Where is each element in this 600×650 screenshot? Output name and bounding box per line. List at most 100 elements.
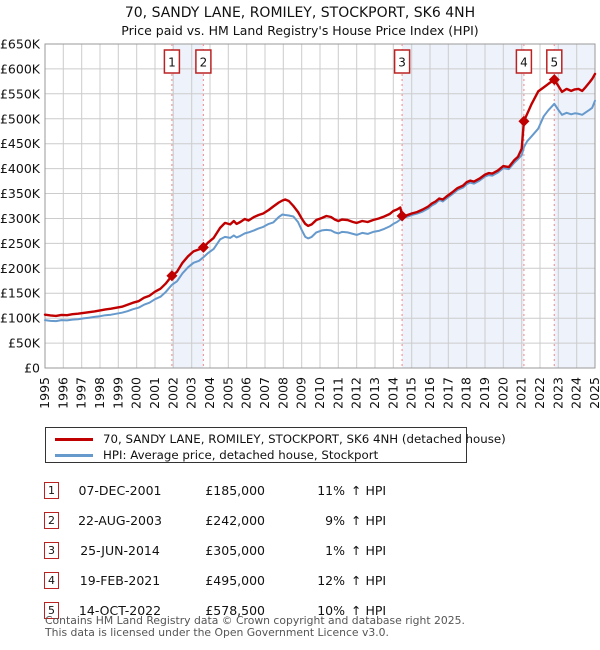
x-tick-label: 2000	[129, 377, 144, 409]
footer-line-2: This data is licensed under the Open Gov…	[45, 625, 389, 639]
sale-number-box	[163, 49, 181, 74]
sale-number-badge: 4	[44, 571, 59, 589]
legend-label-hpi: HPI: Average price, detached house, Stoc…	[103, 448, 379, 462]
x-tick-label: 2004	[202, 377, 217, 409]
x-tick-label: 2009	[294, 377, 309, 409]
x-tick-label: 1995	[37, 377, 52, 409]
chart-legend: 70, SANDY LANE, ROMILEY, STOCKPORT, SK6 …	[45, 427, 506, 463]
sale-marker	[396, 210, 408, 222]
sale-hpi-note: ↑ HPI	[351, 572, 387, 588]
table-row: 4 19-FEB-2021 £495,000 12% ↑ HPI	[44, 565, 386, 595]
y-tick-label: £350K	[0, 186, 41, 201]
sale-price: £185,000	[205, 482, 265, 498]
x-tick-label: 1996	[55, 377, 70, 409]
hpi-line	[44, 99, 596, 323]
license-footer: Contains HM Land Registry data © Crown c…	[45, 615, 465, 638]
x-tick-label: 2015	[404, 377, 419, 409]
table-row: 1 07-DEC-2001 £185,000 11% ↑ HPI	[44, 475, 386, 505]
price-chart: 1 2 3 4 5 £0 £50K £100K £150K £200K £250K £300K £350…	[0, 37, 600, 409]
table-row: 3 25-JUN-2014 £305,000 1% ↑ HPI	[44, 535, 386, 565]
y-tick-label: £650K	[0, 37, 41, 52]
ownership-band	[171, 44, 204, 368]
legend-entry-property: 70, SANDY LANE, ROMILEY, STOCKPORT, SK6 …	[55, 432, 506, 446]
x-tick-label: 2023	[550, 377, 565, 409]
sale-number-badge: 1	[44, 481, 59, 499]
legend-label-property: 70, SANDY LANE, ROMILEY, STOCKPORT, SK6 …	[103, 432, 506, 446]
sale-hpi-note: ↑ HPI	[351, 542, 387, 558]
x-tick-label: 1998	[92, 377, 107, 409]
sale-number-box	[515, 49, 533, 74]
legend-entry-hpi: HPI: Average price, detached house, Stoc…	[55, 448, 466, 462]
y-tick-label: £500K	[0, 111, 41, 126]
table-row: 2 22-AUG-2003 £242,000 9% ↑ HPI	[44, 505, 386, 535]
sale-marker	[518, 115, 530, 127]
x-tick-label: 2003	[184, 377, 199, 409]
y-tick-label: £450K	[0, 136, 41, 151]
sale-price: £578,500	[205, 602, 265, 618]
y-tick-label: £0	[24, 361, 40, 376]
sale-number-label: 4	[520, 56, 528, 70]
sale-number-label: 5	[550, 56, 558, 70]
x-tick-label: 2002	[165, 377, 180, 409]
sale-date: 19-FEB-2021	[79, 572, 161, 588]
hpi-line-swatch	[55, 453, 93, 457]
y-tick-label: £200K	[0, 261, 41, 276]
x-tick-label: 2001	[147, 377, 162, 409]
x-tick-label: 2025	[587, 377, 600, 409]
y-tick-label: £400K	[0, 161, 41, 176]
sale-price: £305,000	[205, 542, 265, 558]
sale-price: £495,000	[205, 572, 265, 588]
property-price-line	[43, 72, 597, 318]
sale-date: 22-AUG-2003	[78, 512, 162, 528]
x-tick-label: 2008	[275, 377, 290, 409]
x-tick-label: 2020	[495, 377, 510, 409]
sale-number-box	[393, 49, 411, 74]
y-tick-label: £550K	[0, 86, 41, 101]
x-tick-label: 2014	[385, 377, 400, 409]
x-tick-label: 2024	[569, 377, 584, 409]
y-tick-label: £250K	[0, 236, 41, 251]
y-tick-label: £150K	[0, 286, 41, 301]
sale-number-badge: 5	[44, 601, 59, 619]
sale-number-badge: 3	[44, 541, 59, 559]
sale-price: £242,000	[205, 512, 265, 528]
sale-number-label: 2	[200, 56, 208, 70]
sale-number-label: 1	[168, 56, 176, 70]
sale-number-box	[195, 49, 212, 74]
x-tick-label: 2019	[477, 377, 492, 409]
x-tick-label: 2017	[440, 377, 455, 409]
ownership-band	[554, 44, 595, 368]
property-line-swatch	[55, 437, 93, 441]
y-tick-label: £50K	[8, 336, 41, 351]
page-title: 70, SANDY LANE, ROMILEY, STOCKPORT, SK6 …	[124, 5, 476, 21]
sale-date: 14-OCT-2022	[78, 602, 162, 618]
x-tick-label: 2021	[514, 377, 529, 409]
sale-number-box	[546, 49, 563, 74]
sale-marker	[197, 241, 209, 253]
footer-line-1: Contains HM Land Registry data © Crown c…	[45, 614, 465, 627]
sale-hpi-note: ↑ HPI	[351, 602, 387, 618]
x-tick-label: 2007	[257, 377, 272, 409]
x-tick-label: 2016	[422, 377, 437, 409]
sale-marker	[548, 74, 560, 86]
x-tick-label: 1997	[74, 377, 89, 409]
sale-hpi-note: ↑ HPI	[351, 512, 387, 528]
sale-hpi-diff: 11%	[317, 482, 345, 498]
x-tick-label: 2022	[532, 377, 547, 409]
table-row: 5 14-OCT-2022 £578,500 10% ↑ HPI	[44, 595, 386, 625]
sale-marker	[166, 270, 178, 282]
sale-hpi-diff: 9%	[325, 512, 345, 528]
sale-hpi-note: ↑ HPI	[351, 482, 387, 498]
sale-hpi-diff: 1%	[325, 542, 345, 558]
plot-border	[44, 43, 596, 369]
sale-number-badge: 2	[44, 511, 59, 529]
x-tick-label: 2018	[459, 377, 474, 409]
y-tick-label: £600K	[0, 61, 41, 76]
x-tick-label: 2010	[312, 377, 327, 409]
x-tick-label: 2012	[349, 377, 364, 409]
ownership-band	[402, 44, 524, 368]
page-subtitle: Price paid vs. HM Land Registry's House …	[121, 23, 479, 38]
y-tick-label: £300K	[0, 211, 41, 226]
sale-hpi-diff: 10%	[317, 602, 345, 618]
